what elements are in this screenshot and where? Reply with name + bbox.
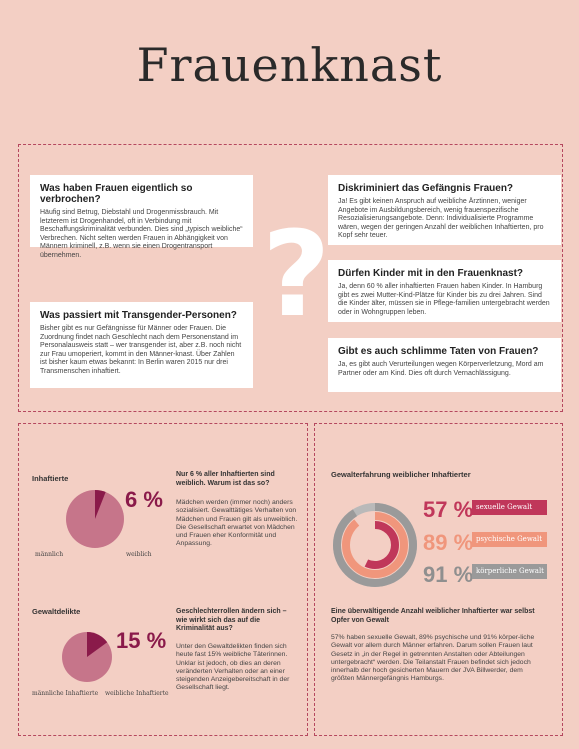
card-heading: Dürfen Kinder mit in den Frauenknast?	[338, 268, 524, 279]
pie-female-slice	[87, 632, 108, 657]
inhaftierte-label: Inhaftierte	[32, 474, 69, 483]
ring-sexuell	[351, 521, 399, 569]
gewalt-question: Eine überwältigende Anzahl weiblicher In…	[331, 608, 535, 624]
inhaftierte-question: Nur 6 % aller Inhaftierten sind weiblich…	[176, 471, 275, 487]
card-heading: Gibt es auch schlimme Taten von Frauen?	[338, 346, 539, 357]
faq-panel	[18, 144, 563, 412]
card-heading: Was haben Frauen eigentlich so verbroche…	[40, 183, 193, 205]
male-legend: männlich	[35, 551, 64, 558]
gewalt-bar-sexuell: sexuelle Gewalt	[472, 500, 547, 515]
female-legend: weiblich	[126, 551, 152, 558]
ring-koerperlich	[333, 503, 417, 587]
faq-card-verbrochen: Was haben Frauen eigentlich so verbroche…	[30, 175, 253, 259]
card-text: Ja! Es gibt keinen Anspruch auf weiblich…	[338, 198, 544, 239]
female-legend: weibliche Inhaftierte	[105, 690, 169, 697]
faq-card-diskriminiert: Diskriminiert das Gefängnis Frauen? Ja! …	[328, 175, 561, 245]
gewalt-ring-chart	[333, 503, 417, 587]
gewalt-title: Gewalterfahrung weiblicher Inhaftierter	[331, 470, 471, 479]
gewalt-percent-psychisch: 89 %	[423, 530, 474, 555]
faq-card-transgender: Was passiert mit Transgender-Personen? B…	[30, 302, 253, 388]
faq-card-kinder: Dürfen Kinder mit in den Frauenknast? Ja…	[328, 260, 561, 322]
ring-psychisch	[342, 512, 408, 578]
page-title: Frauenknast	[136, 38, 443, 92]
card-heading: Was passiert mit Transgender-Personen?	[40, 310, 237, 321]
gewalt-bar-psychisch: psychische Gewalt	[472, 532, 547, 547]
card-text: Bisher gibt es nur Gefängnisse für Männe…	[40, 325, 242, 375]
gewalt-percent-koerperlich: 91 %	[423, 562, 474, 587]
card-text: Häufig sind Betrug, Diebstahl und Drogen…	[40, 209, 243, 259]
gewaltdelikte-answer: Unter den Gewaltdelikten finden sich heu…	[176, 643, 290, 692]
gewalt-bar-koerperlich: körperliche Gewalt	[472, 564, 547, 579]
stats-panel	[18, 423, 308, 736]
card-text: Ja, denn 60 % aller inhaftierten Frauen …	[338, 283, 550, 316]
gewaltdelikte-question: Geschlechterrollen ändern sich – wie wir…	[176, 608, 287, 632]
gewalt-percent-sexuell: 57 %	[423, 497, 474, 522]
gewaltdelikte-label: Gewaltdelikte	[32, 607, 81, 616]
faq-card-taten: Gibt es auch schlimme Taten von Frauen? …	[328, 338, 561, 392]
card-heading: Diskriminiert das Gefängnis Frauen?	[338, 183, 514, 194]
gewalt-panel	[314, 423, 563, 736]
gewaltdelikte-pie	[62, 632, 112, 682]
pie-female-slice	[95, 490, 106, 519]
inhaftierte-pie	[66, 490, 124, 548]
card-text: Ja, es gibt auch Verurteilungen wegen Kö…	[338, 361, 544, 377]
gewalt-answer: 57% haben sexuelle Gewalt, 89% psychisch…	[331, 634, 535, 683]
question-mark-icon: ?	[262, 205, 331, 343]
gewaltdelikte-percent: 15 %	[116, 628, 167, 653]
inhaftierte-answer: Mädchen werden (immer noch) anders sozia…	[176, 499, 298, 548]
inhaftierte-percent: 6 %	[125, 487, 163, 512]
male-legend: männliche Inhaftierte	[32, 690, 99, 697]
